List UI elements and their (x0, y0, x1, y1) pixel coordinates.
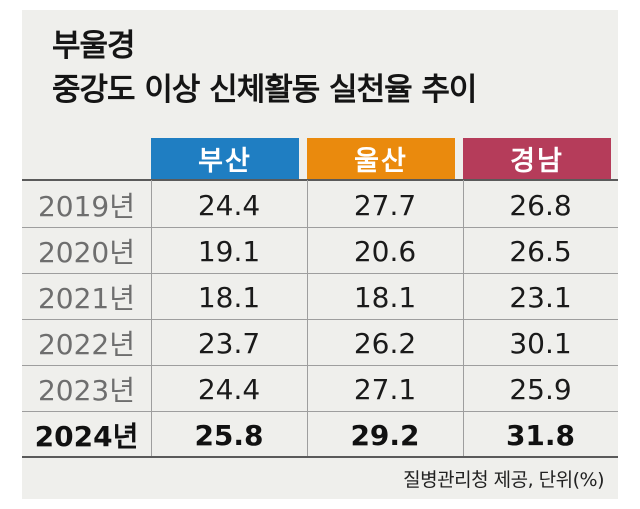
row-year-label: 2024년 (34, 420, 139, 453)
row-year-label: 2022년 (37, 328, 136, 361)
row-year-label: 2019년 (37, 190, 136, 223)
row-year-label: 2021년 (37, 282, 136, 315)
table-cell: 27.7 (353, 188, 417, 222)
row-year-label: 2020년 (37, 236, 136, 269)
table-cell: 25.8 (194, 418, 264, 452)
column-header-gyeongnam: 경남 (463, 138, 611, 179)
row-year-label: 2023년 (37, 374, 136, 407)
row-divider (22, 227, 618, 228)
table-cell: 26.5 (509, 234, 572, 268)
row-divider (22, 273, 618, 274)
table-cell: 24.4 (197, 372, 261, 406)
table-cell: 26.2 (353, 326, 417, 360)
table-cell: 18.1 (197, 280, 261, 314)
table-cell: 24.4 (197, 188, 261, 222)
source-note: 질병관리청 제공, 단위(%) (403, 469, 604, 491)
table-cell: 25.9 (509, 372, 572, 406)
table-cell: 29.2 (350, 418, 420, 452)
column-divider (151, 180, 152, 457)
table-top-rule (22, 179, 618, 181)
column-header-ulsan: 울산 (307, 138, 455, 179)
table-cell: 30.1 (509, 326, 572, 360)
row-divider (22, 456, 618, 458)
title-line-2: 중강도 이상 신체활동 실천율 추이 (52, 72, 477, 108)
table-cell: 27.1 (353, 372, 417, 406)
column-header-busan: 부산 (151, 138, 299, 179)
row-divider (22, 411, 618, 412)
title-line-1: 부울경 (52, 28, 136, 64)
table-cell: 23.7 (197, 326, 261, 360)
row-divider (22, 365, 618, 366)
column-divider (463, 180, 464, 457)
row-divider (22, 319, 618, 320)
column-divider (307, 180, 308, 457)
table-card: 부울경 중강도 이상 신체활동 실천율 추이 부산 울산 경남 2019년 24.… (22, 10, 618, 499)
table-cell: 19.1 (197, 234, 261, 268)
table-cell: 23.1 (509, 280, 572, 314)
table-cell: 31.8 (505, 418, 576, 452)
table-cell: 18.1 (353, 280, 417, 314)
table-cell: 20.6 (353, 234, 417, 268)
table-cell: 26.8 (509, 188, 572, 222)
